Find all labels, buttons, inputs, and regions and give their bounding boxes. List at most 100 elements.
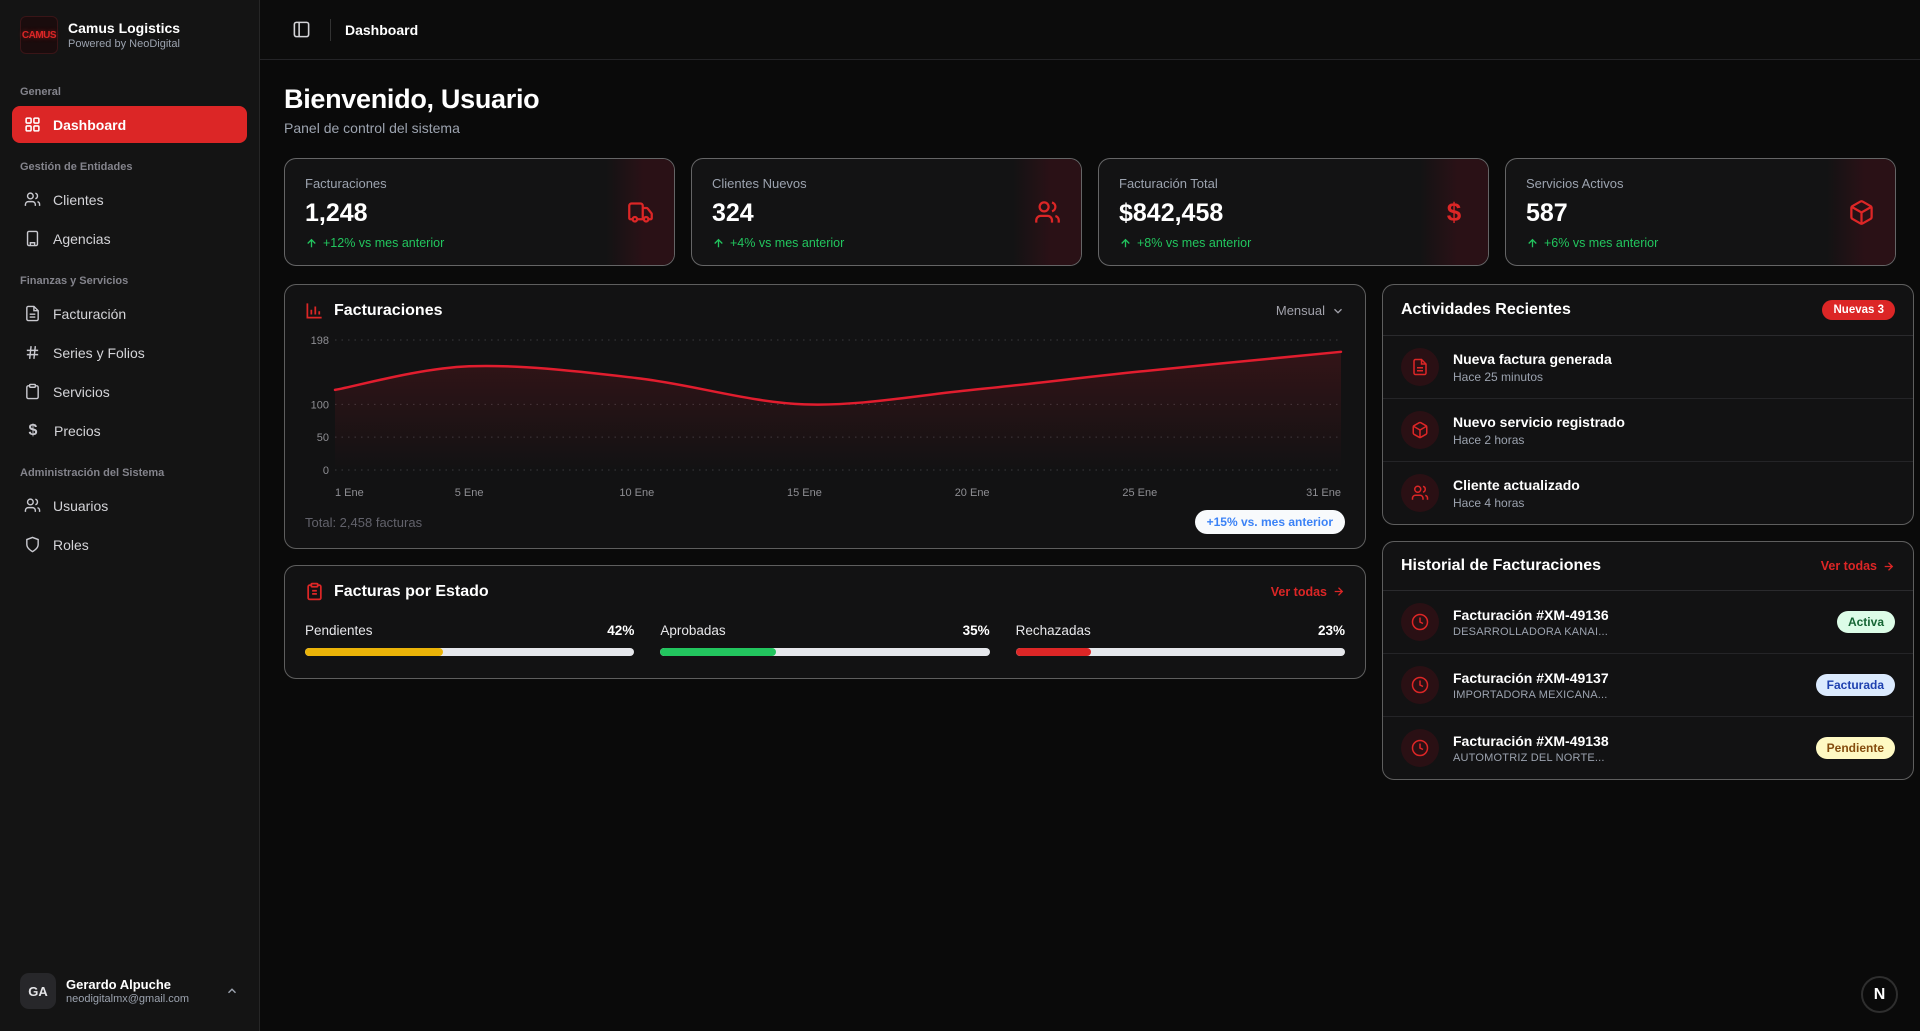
clock-icon (1411, 676, 1429, 694)
sidebar-item-label: Precios (54, 422, 101, 439)
sidebar-item-series-folios[interactable]: Series y Folios (12, 334, 247, 371)
stat-trend-text: +6% vs mes anterior (1544, 236, 1659, 250)
status-badge: Activa (1836, 611, 1895, 633)
history-text: Facturación #XM-49138 AUTOMOTRIZ DEL NOR… (1453, 733, 1609, 764)
history-icon-wrap (1401, 603, 1439, 641)
activity-row[interactable]: Nueva factura generada Hace 25 minutos (1383, 336, 1913, 399)
activities-title: Actividades Recientes (1401, 301, 1571, 318)
activity-row[interactable]: Nuevo servicio registrado Hace 2 horas (1383, 399, 1913, 462)
history-row[interactable]: Facturación #XM-49138 AUTOMOTRIZ DEL NOR… (1383, 717, 1913, 779)
clock-icon (1411, 613, 1429, 631)
period-value: Mensual (1275, 303, 1325, 318)
package-icon (1849, 199, 1873, 225)
sidebar-item-label: Usuarios (53, 497, 109, 514)
brand-text: Camus Logistics Powered by NeoDigital (68, 20, 180, 50)
svg-text:198: 198 (311, 335, 329, 347)
stat-icon-strip (1827, 159, 1895, 265)
stat-value: 587 (1526, 199, 1568, 227)
users-icon (24, 192, 41, 206)
status-title-wrap: Facturas por Estado (305, 582, 489, 601)
sidebar-section-finanzas: Finanzas y Servicios (20, 275, 129, 287)
sidebar-item-precios[interactable]: $ Precios (12, 412, 247, 449)
progress-track (305, 648, 635, 656)
nextjs-dev-button[interactable]: N (1861, 976, 1898, 1013)
chart-total-label: Total: 2,458 facturas (305, 514, 423, 530)
svg-text:10 Ene: 10 Ene (619, 487, 654, 499)
activity-row[interactable]: Cliente actualizado Hace 4 horas (1383, 462, 1913, 524)
stat-trend: +6% vs mes anterior (1526, 236, 1875, 250)
period-dropdown[interactable]: Mensual (1276, 303, 1345, 318)
svg-text:50: 50 (317, 432, 329, 444)
sidebar-item-dashboard[interactable]: Dashboard (12, 106, 247, 143)
stat-card-facturaciones: Facturaciones 1,248 +12% vs mes anterior (284, 158, 675, 266)
sidebar-item-agencias[interactable]: Agencias (12, 220, 247, 257)
stat-icon-strip: $ (1420, 159, 1488, 265)
activity-title: Cliente actualizado (1453, 476, 1580, 493)
ver-todas-text: Ver todas (1270, 584, 1327, 599)
facturaciones-line-chart: 0 50 100 198 1 Ene 5 Ene 10 Ene 15 Ene 20 Ene 25 … (311, 335, 1343, 499)
status-card-title: Facturas por Estado (334, 582, 489, 600)
bar-label-row: Aprobadas 35% (660, 623, 989, 638)
history-icon-wrap (1401, 666, 1439, 704)
activities-header: Actividades Recientes Nuevas 3 (1383, 285, 1913, 336)
status-card-header: Facturas por Estado Ver todas (305, 582, 1345, 601)
bar-percent: 35% (962, 623, 990, 638)
chevron-up-icon (228, 988, 236, 994)
progress-track (1015, 648, 1345, 656)
dashboard-grid: Facturaciones Mensual 0 50 100 198 1 Ene 5 En… (284, 284, 1914, 780)
history-row[interactable]: Facturación #XM-49136 DESARROLLADORA KAN… (1383, 591, 1913, 654)
sidebar-item-clientes[interactable]: Clientes (12, 181, 247, 218)
sidebar-item-label: Agencias (53, 230, 111, 247)
sidebar-item-usuarios[interactable]: Usuarios (12, 487, 247, 524)
content: Bienvenido, Usuario Panel de control del… (260, 60, 1920, 1031)
building-icon (26, 230, 39, 247)
bar-chart-icon (306, 303, 322, 319)
page-title: Bienvenido, Usuario (284, 84, 540, 114)
activity-time: Hace 25 minutos (1453, 369, 1544, 384)
activity-text: Nueva factura generada Hace 25 minutos (1453, 351, 1612, 384)
arrow-right-icon (1334, 587, 1344, 596)
users-icon (24, 498, 41, 512)
progress-fill (1015, 648, 1092, 656)
history-row[interactable]: Facturación #XM-49137 IMPORTADORA MEXICA… (1383, 654, 1913, 717)
stat-card-servicios-activos: Servicios Activos 587 +6% vs mes anterio… (1505, 158, 1896, 266)
chart-card-title: Facturaciones (334, 301, 443, 319)
stat-trend-text: +8% vs mes anterior (1137, 236, 1252, 250)
sidebar-item-servicios[interactable]: Servicios (12, 373, 247, 410)
package-icon (1412, 421, 1428, 439)
stat-icon-strip (1013, 159, 1081, 265)
arrow-up-icon (1528, 238, 1537, 247)
arrow-right-icon (1884, 561, 1894, 571)
user-info: Gerardo Alpuche neodigitalmx@gmail.com (66, 977, 189, 1006)
sidebar-item-label: Servicios (53, 383, 110, 400)
clipboard-icon (26, 383, 39, 400)
ver-todas-link[interactable]: Ver todas (1821, 559, 1895, 573)
history-item-title: Facturación #XM-49138 (1453, 732, 1609, 749)
ver-todas-link[interactable]: Ver todas (1271, 585, 1345, 599)
history-text: Facturación #XM-49137 IMPORTADORA MEXICA… (1453, 670, 1609, 701)
bar-label: Pendientes (305, 623, 373, 638)
left-column: Facturaciones Mensual 0 50 100 198 1 Ene 5 En… (284, 284, 1366, 679)
svg-text:20 Ene: 20 Ene (955, 487, 990, 499)
stat-trend: +8% vs mes anterior (1119, 236, 1468, 250)
sidebar-item-roles[interactable]: Roles (12, 526, 247, 563)
activity-text: Nuevo servicio registrado Hace 2 horas (1453, 414, 1625, 447)
stat-label: Facturación Total (1119, 176, 1218, 191)
breadcrumb: Dashboard (345, 21, 419, 38)
svg-text:31 Ene: 31 Ene (1306, 487, 1341, 499)
topbar-divider (330, 18, 331, 41)
bar-percent: 23% (1317, 623, 1345, 638)
user-menu[interactable]: GA Gerardo Alpuche neodigitalmx@gmail.co… (12, 963, 247, 1019)
grid-icon (25, 117, 40, 132)
file-text-icon (1413, 358, 1427, 376)
sidebar-item-facturacion[interactable]: Facturación (12, 295, 247, 332)
sidebar-toggle-button[interactable] (286, 15, 316, 45)
stat-trend-text: +4% vs mes anterior (730, 236, 845, 250)
history-item-client: DESARROLLADORA KANAI... (1453, 625, 1608, 638)
chevron-down-icon (1334, 308, 1342, 314)
bar-label-row: Rechazadas 23% (1016, 623, 1345, 638)
arrow-up-icon (307, 238, 316, 247)
facturas-estado-card: Facturas por Estado Ver todas Pendientes… (284, 565, 1366, 679)
svg-text:100: 100 (311, 399, 329, 411)
svg-text:25 Ene: 25 Ene (1122, 487, 1157, 499)
